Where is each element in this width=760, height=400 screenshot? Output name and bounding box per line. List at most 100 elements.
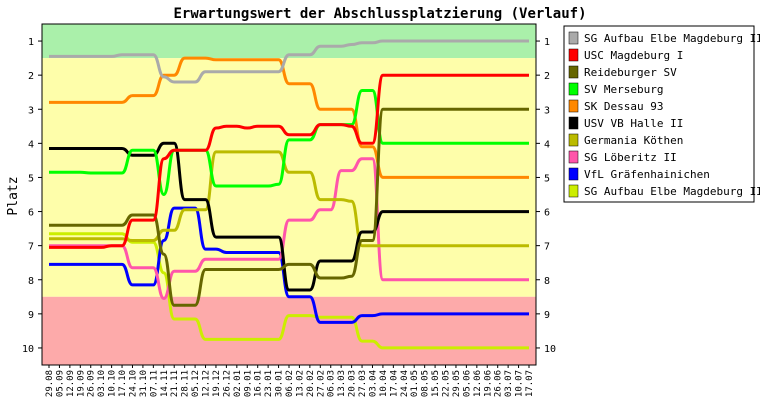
legend-swatch-2 xyxy=(568,65,579,79)
x-tick-label-27: 06.03 xyxy=(327,370,337,397)
x-tick-label-41: 12.06 xyxy=(473,370,483,397)
y-tick-label-right-2: 2 xyxy=(544,71,550,82)
y-tick-label-left-7: 7 xyxy=(28,242,34,253)
legend-swatch-7 xyxy=(568,150,579,164)
y-tick-label-right-4: 4 xyxy=(544,139,550,150)
x-tick-label-18: 02.01 xyxy=(233,370,243,397)
x-tick-label-0: 29.08 xyxy=(45,370,55,397)
y-axis-label: Platz xyxy=(6,176,21,215)
x-tick-label-22: 30.01 xyxy=(275,370,285,397)
x-tick-label-4: 26.09 xyxy=(87,370,97,397)
x-tick-label-1: 05.09 xyxy=(55,370,65,397)
x-tick-label-10: 07.11 xyxy=(149,370,159,397)
legend-swatch-4 xyxy=(568,99,579,113)
series-line-7 xyxy=(48,157,529,300)
x-tick-label-46: 17.07 xyxy=(525,370,535,397)
y-tick-label-left-5: 5 xyxy=(28,173,34,184)
x-tick-label-45: 10.07 xyxy=(515,370,525,397)
chart-title: Erwartungswert der Abschlussplatzierung … xyxy=(173,6,586,22)
legend-label-9: SG Aufbau Elbe Magdeburg III xyxy=(584,185,760,198)
x-tick-label-7: 17.10 xyxy=(118,370,128,397)
x-tick-label-8: 24.10 xyxy=(128,370,138,397)
series-line-6 xyxy=(49,150,529,248)
y-tick-label-right-9: 9 xyxy=(544,310,550,321)
x-tick-label-40: 05.06 xyxy=(462,370,472,397)
x-tick-label-13: 28.11 xyxy=(181,370,191,397)
x-tick-label-21: 23.01 xyxy=(264,370,274,397)
legend-label-2: Reideburger SV xyxy=(584,66,677,79)
y-tick-label-right-6: 6 xyxy=(544,208,550,219)
legend-swatch-3 xyxy=(568,82,579,96)
legend-swatch-6 xyxy=(568,133,579,147)
x-tick-label-12: 21.11 xyxy=(170,370,180,397)
x-tick-label-3: 19.09 xyxy=(76,370,86,397)
y-tick-label-left-2: 2 xyxy=(28,71,34,82)
legend-label-7: SG Löberitz II xyxy=(584,151,677,164)
x-tick-label-43: 26.06 xyxy=(494,370,504,397)
x-tick-label-14: 05.12 xyxy=(191,370,201,397)
series-line-3 xyxy=(49,88,529,196)
y-tick-label-right-7: 7 xyxy=(544,242,550,253)
y-tick-label-left-10: 10 xyxy=(22,344,34,355)
x-tick-label-34: 24.04 xyxy=(400,370,410,397)
y-tick-label-left-9: 9 xyxy=(28,310,34,321)
x-tick-label-44: 03.07 xyxy=(504,370,514,397)
series-line-1 xyxy=(49,73,529,249)
x-tick-label-30: 27.03 xyxy=(358,370,368,397)
legend-swatch-8 xyxy=(568,167,579,181)
legend-swatch-0 xyxy=(568,31,579,45)
x-tick-label-32: 10.04 xyxy=(379,370,389,397)
x-tick-label-31: 03.04 xyxy=(368,370,378,397)
x-tick-label-42: 19.06 xyxy=(483,370,493,397)
legend-swatch-1 xyxy=(568,48,579,62)
x-tick-label-25: 20.02 xyxy=(306,370,316,397)
series-line-0 xyxy=(49,39,529,84)
x-tick-label-39: 29.05 xyxy=(452,370,462,397)
x-tick-label-35: 01.05 xyxy=(410,370,420,397)
x-tick-label-28: 13.03 xyxy=(337,370,347,397)
series-line-8 xyxy=(49,206,529,324)
y-tick-label-left-6: 6 xyxy=(28,208,34,219)
x-tick-label-36: 08.05 xyxy=(421,370,431,397)
y-tick-label-right-5: 5 xyxy=(544,173,550,184)
x-tick-label-5: 03.10 xyxy=(97,370,107,397)
y-tick-label-left-8: 8 xyxy=(28,276,34,287)
x-tick-label-19: 09.01 xyxy=(243,370,253,397)
legend-label-6: Germania Köthen xyxy=(584,134,683,147)
legend-label-0: SG Aufbau Elbe Magdeburg II xyxy=(584,32,760,45)
y-tick-label-right-8: 8 xyxy=(544,276,550,287)
y-tick-label-right-1: 1 xyxy=(544,37,550,48)
legend-label-5: USV VB Halle II xyxy=(584,117,683,130)
x-tick-label-33: 17.04 xyxy=(389,370,399,397)
series-line-4 xyxy=(49,56,529,179)
x-tick-label-15: 12.12 xyxy=(202,370,212,397)
legend-label-3: SV Merseburg xyxy=(584,83,663,96)
legend-swatch-9 xyxy=(568,184,579,198)
legend-swatch-5 xyxy=(568,116,579,130)
x-tick-label-24: 13.02 xyxy=(295,370,305,397)
x-tick-label-20: 16.01 xyxy=(254,370,264,397)
x-tick-label-37: 15.05 xyxy=(431,370,441,397)
band-2 xyxy=(42,296,536,365)
y-tick-label-right-10: 10 xyxy=(544,344,556,355)
x-tick-label-9: 31.10 xyxy=(139,370,149,397)
legend-box xyxy=(563,25,755,203)
x-tick-label-38: 22.05 xyxy=(442,370,452,397)
legend: SG Aufbau Elbe Magdeburg II USC Magdeburg… xyxy=(563,25,760,203)
y-tick-label-left-1: 1 xyxy=(28,37,34,48)
legend-label-8: VfL Gräfenhainichen xyxy=(584,168,710,181)
x-tick-label-26: 27.02 xyxy=(316,370,326,397)
x-tick-label-2: 12.09 xyxy=(66,370,76,397)
x-tick-label-23: 06.02 xyxy=(285,370,295,397)
x-tick-label-11: 14.11 xyxy=(160,370,170,397)
y-tick-label-left-3: 3 xyxy=(28,105,34,116)
series-line-2 xyxy=(49,107,529,307)
x-tick-label-16: 19.12 xyxy=(212,370,222,397)
x-tick-label-6: 10.10 xyxy=(108,370,118,397)
legend-label-1: USC Magdeburg I xyxy=(584,49,683,62)
x-tick-label-17: 26.12 xyxy=(222,370,232,397)
x-tick-label-29: 20.03 xyxy=(348,370,358,397)
legend-label-4: SK Dessau 93 xyxy=(584,100,663,113)
